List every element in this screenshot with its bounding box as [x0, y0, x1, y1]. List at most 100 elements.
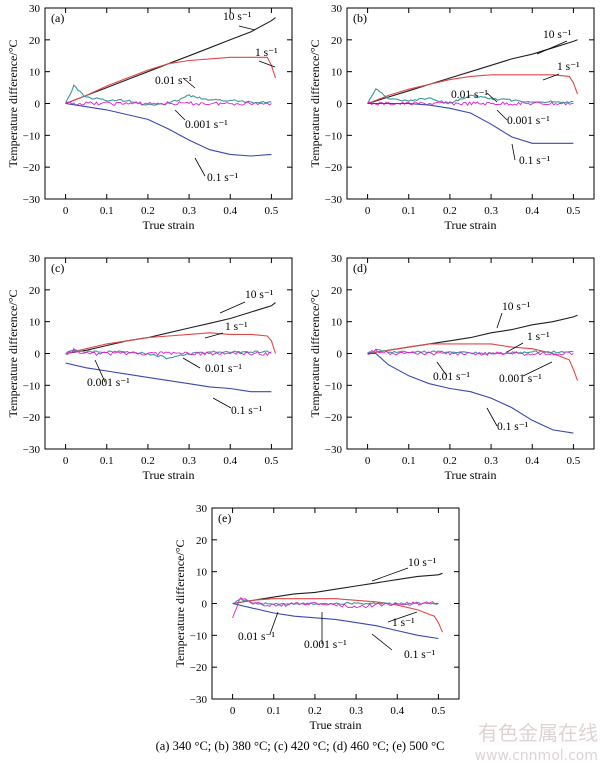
- y-tick-label: 0: [35, 349, 41, 361]
- curve-label-0_1: 0.1 s⁻¹: [404, 649, 436, 661]
- series-line-1-per-s: [367, 343, 579, 381]
- y-tick-label: −20: [325, 162, 343, 174]
- leader-line: [506, 342, 524, 353]
- y-tick-label: 0: [35, 99, 41, 111]
- y-tick-label: −20: [190, 662, 208, 674]
- leader-line: [511, 143, 516, 161]
- y-tick-label: 20: [331, 35, 343, 47]
- panel-label: (b): [353, 11, 367, 25]
- leader-line: [436, 361, 448, 377]
- y-tick-label: 20: [196, 535, 208, 547]
- curve-label-0_001: 0.001 s⁻¹: [507, 115, 550, 127]
- y-tick-label: −20: [23, 162, 41, 174]
- series-line-1-per-s: [65, 332, 277, 355]
- leader-line: [542, 73, 560, 81]
- series-line-0_1-per-s: [367, 102, 574, 144]
- x-tick-label: 0.2: [443, 205, 457, 217]
- x-axis-label: True strain: [143, 218, 195, 232]
- curve-label-0_1: 0.1 s⁻¹: [231, 405, 263, 417]
- leader-line: [371, 633, 393, 651]
- series-line-10-per-s: [65, 302, 276, 355]
- x-tick-label: 0.1: [100, 205, 114, 217]
- y-tick-label: 10: [196, 567, 208, 579]
- x-tick-label: 0.4: [390, 705, 404, 717]
- y-tick-label: 10: [331, 67, 343, 79]
- y-tick-label: −10: [190, 630, 208, 642]
- chart-panel-e: 30 20 10 0 −10 −20 −30 0 0.1 0.2 0.3 0.4 0.5 True str…: [173, 503, 460, 732]
- leader-line: [269, 611, 279, 635]
- series-line-0_001-per-s: [232, 597, 439, 619]
- curve-label-0_1: 0.1 s⁻¹: [207, 172, 239, 184]
- watermark-url: www.cnnmol.com: [475, 748, 598, 763]
- y-tick-label: 10: [331, 317, 343, 329]
- x-tick-label: 0.4: [223, 205, 237, 217]
- y-tick-label: −10: [325, 380, 343, 392]
- x-tick-label: 0: [365, 455, 371, 467]
- x-tick-label: 0.4: [223, 455, 237, 467]
- x-tick-label: 0.1: [402, 455, 416, 467]
- x-tick-label: 0.2: [443, 455, 457, 467]
- curve-label-0_1: 0.1 s⁻¹: [497, 421, 529, 433]
- curve-label-0_001: 0.001 s⁻¹: [499, 373, 542, 385]
- series-line-1-per-s: [232, 598, 444, 633]
- chart-panel-a: 30 20 10 0 −10 −20 −30 0 0.1 0.2 0.3 0.4 0.5 True str…: [6, 3, 293, 232]
- y-tick-label: 20: [29, 285, 41, 297]
- x-axis-label: True strain: [445, 218, 497, 232]
- series-line-0_001-per-s: [65, 347, 272, 357]
- leader-line: [536, 40, 568, 55]
- y-tick-label: 30: [331, 3, 343, 15]
- curve-label-0_01: 0.01 s⁻¹: [205, 363, 243, 375]
- leader-line: [496, 312, 503, 329]
- series-line-1-per-s: [367, 74, 579, 105]
- chart-panel-d: 30 20 10 0 −10 −20 −30 0 0.1 0.2 0.3 0.4 0.5 True str…: [308, 253, 595, 482]
- y-axis-label: Temperature difference/°C: [308, 289, 322, 417]
- x-tick-label: 0.2: [141, 455, 155, 467]
- curve-label-0_001: 0.001 s⁻¹: [304, 639, 347, 651]
- y-axis-label: Temperature difference/°C: [6, 289, 20, 417]
- curve-label-10: 10 s⁻¹: [223, 11, 252, 23]
- y-axis-label: Temperature difference/°C: [6, 39, 20, 167]
- x-tick-label: 0.2: [308, 705, 322, 717]
- curve-label-0_01: 0.01 s⁻¹: [238, 631, 276, 643]
- y-tick-label: 0: [202, 599, 208, 611]
- leader-line: [182, 77, 196, 89]
- curve-label-10: 10 s⁻¹: [245, 289, 274, 301]
- x-tick-label: 0.5: [265, 205, 279, 217]
- leader-line: [204, 332, 224, 339]
- x-tick-label: 0: [63, 205, 69, 217]
- y-tick-label: −10: [325, 130, 343, 142]
- series-line-0_001-per-s: [367, 349, 574, 356]
- panel-label: (d): [353, 261, 367, 275]
- y-tick-label: 0: [337, 99, 343, 111]
- curve-label-1: 1 s⁻¹: [255, 47, 278, 59]
- series-line-0_001-per-s: [65, 100, 272, 106]
- x-tick-label: 0.1: [100, 455, 114, 467]
- watermark: 有色金属在线 www.cnnmol.com: [475, 721, 598, 763]
- x-tick-label: 0.2: [141, 205, 155, 217]
- leader-line: [371, 567, 409, 582]
- y-tick-label: −20: [325, 412, 343, 424]
- leader-line: [94, 359, 106, 383]
- x-tick-label: 0.3: [484, 455, 498, 467]
- y-tick-label: 30: [29, 253, 41, 265]
- series-line-0_1-per-s: [232, 602, 439, 640]
- leader-line: [212, 397, 232, 409]
- y-tick-label: −30: [190, 694, 208, 706]
- leader-line: [194, 157, 206, 177]
- y-tick-label: −30: [325, 194, 343, 206]
- y-tick-label: −30: [23, 194, 41, 206]
- plot-frame: [44, 7, 293, 200]
- curve-label-1: 1 s⁻¹: [557, 61, 580, 73]
- leader-line: [182, 357, 201, 369]
- leader-line: [258, 60, 276, 68]
- x-tick-label: 0.4: [525, 205, 539, 217]
- curve-label-0_001: 0.001 s⁻¹: [185, 119, 228, 131]
- panel-label: (c): [51, 261, 64, 275]
- series-line-0_01-per-s: [367, 88, 574, 105]
- chart-panel-b: 30 20 10 0 −10 −20 −30 0 0.1 0.2 0.3 0.4 0.5 True str…: [308, 3, 595, 232]
- series-line-0_001-per-s: [367, 101, 574, 107]
- x-tick-label: 0.3: [182, 205, 196, 217]
- x-tick-label: 0: [63, 455, 69, 467]
- panel-label: (e): [218, 511, 231, 525]
